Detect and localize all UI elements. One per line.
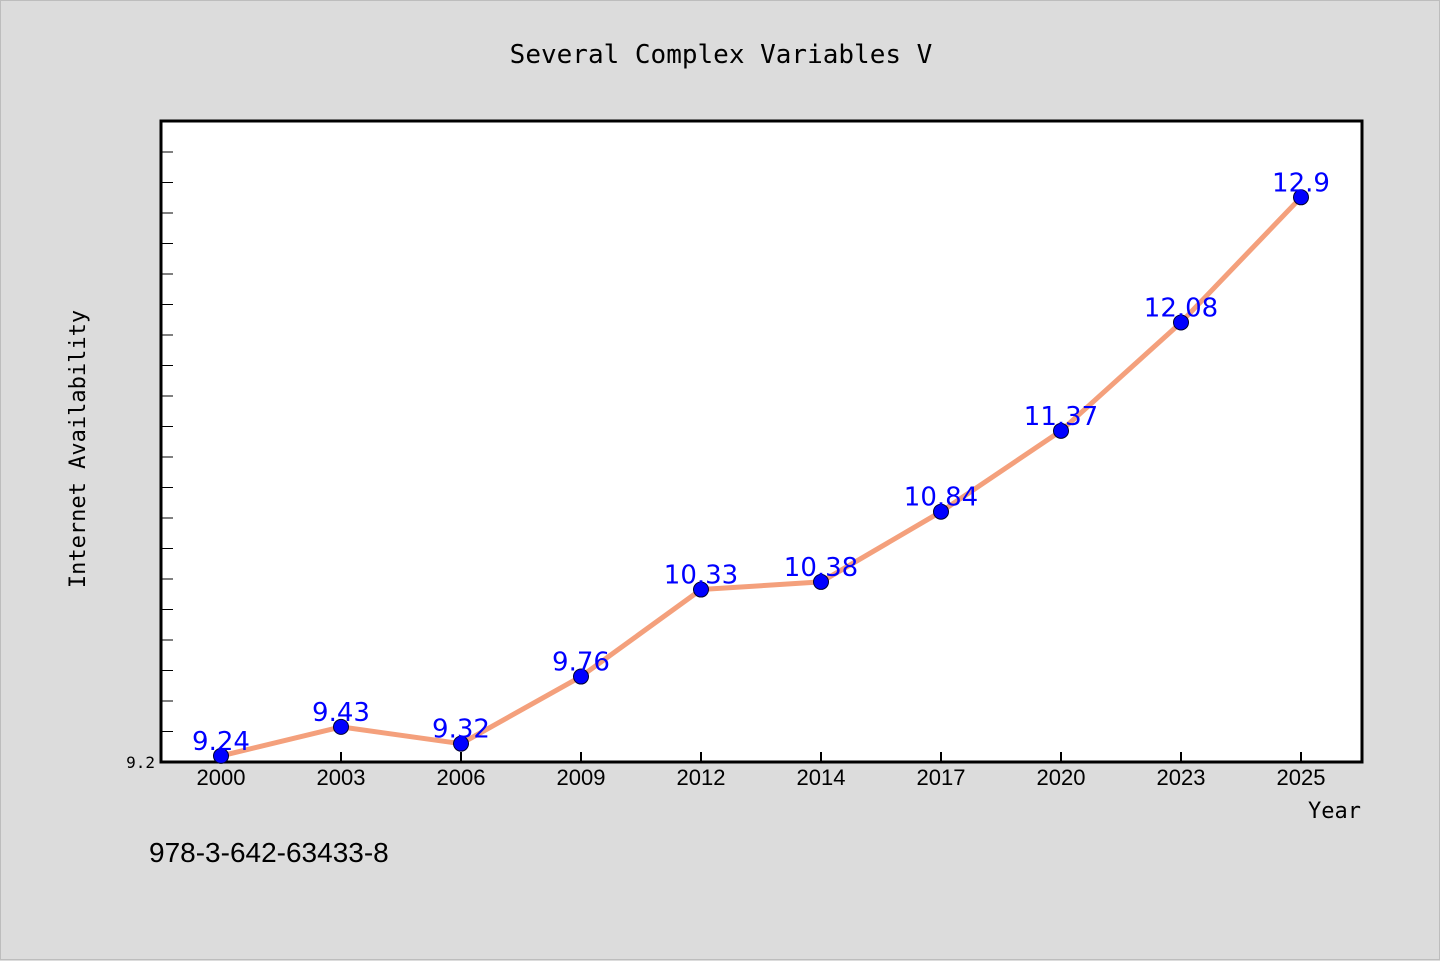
plot-area: [159, 119, 1364, 764]
data-label: 9.32: [432, 715, 490, 745]
data-point: [693, 581, 709, 598]
data-point: [1293, 189, 1309, 206]
x-tick-label: 2009: [557, 765, 606, 790]
data-label: 12.08: [1144, 293, 1218, 323]
data-point: [933, 503, 949, 520]
x-tick-label: 2000: [197, 765, 246, 790]
x-axis-ticks: 2000 2003 2006 2009 2012 2014 2017 2020 2023 2025: [197, 752, 1326, 790]
x-tick-label: 2006: [437, 765, 486, 790]
y-tick-label: 9.2: [126, 753, 155, 772]
series-line: [218, 194, 1304, 759]
x-tick-label: 2012: [677, 765, 726, 790]
data-label: 10.84: [904, 483, 978, 513]
data-point: [333, 718, 349, 735]
data-label: 9.43: [312, 698, 370, 728]
x-tick-label: 2020: [1037, 765, 1086, 790]
data-markers: [213, 189, 1309, 764]
data-point: [1053, 422, 1069, 439]
data-label: 12.9: [1272, 168, 1330, 198]
x-tick-label: 2025: [1277, 765, 1326, 790]
x-tick-label: 2023: [1157, 765, 1206, 790]
data-label: 9.24: [192, 727, 250, 757]
y-axis-label: Internet Availability: [66, 310, 91, 588]
x-axis-label: Year: [1308, 799, 1361, 824]
x-tick-label: 2014: [797, 765, 846, 790]
data-point: [813, 573, 829, 590]
data-point: [1173, 314, 1189, 331]
data-label: 10.33: [664, 561, 738, 591]
data-label: 10.38: [784, 553, 858, 583]
data-label: 11.37: [1024, 402, 1098, 432]
chart-title: Several Complex Variables V: [510, 40, 933, 70]
data-label: 9.76: [552, 648, 610, 678]
data-point: [213, 747, 229, 764]
x-tick-label: 2017: [917, 765, 966, 790]
data-labels: 9.24 9.43 9.32 9.76 10.33 10.38 10.84 11.37 12.0…: [192, 168, 1330, 757]
y-axis-minor-ticks: [161, 151, 173, 732]
data-point: [453, 735, 469, 752]
x-tick-label: 2003: [317, 765, 366, 790]
isbn-text: 978-3-642-63433-8: [149, 837, 389, 868]
data-point: [573, 668, 589, 685]
